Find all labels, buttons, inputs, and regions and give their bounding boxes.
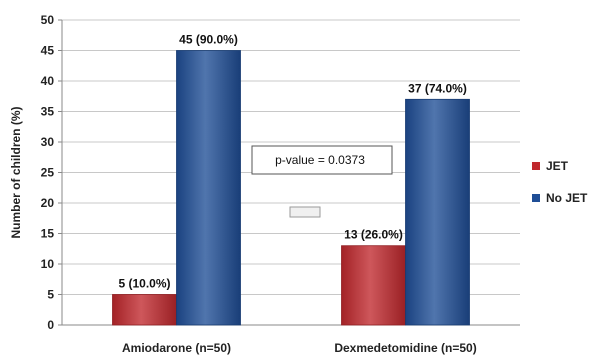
data-label: 13 (26.0%) bbox=[344, 228, 403, 242]
legend-swatch bbox=[532, 194, 540, 202]
legend: JET No JET bbox=[532, 159, 588, 205]
legend-label: No JET bbox=[546, 191, 588, 205]
category-labels: Amiodarone (n=50) Dexmedetomidine (n=50) bbox=[122, 341, 477, 355]
y-tick-label: 10 bbox=[41, 257, 55, 271]
category-label: Dexmedetomidine (n=50) bbox=[334, 341, 476, 355]
y-tick-label: 35 bbox=[41, 105, 55, 119]
y-tick-label: 50 bbox=[41, 13, 55, 27]
bar-no-jet bbox=[405, 98, 470, 326]
bars bbox=[112, 50, 470, 326]
y-tick-label: 45 bbox=[41, 44, 55, 58]
bar-jet bbox=[112, 294, 177, 326]
annotation-box bbox=[251, 145, 393, 175]
data-label: 45 (90.0%) bbox=[179, 33, 238, 47]
data-label: 37 (74.0%) bbox=[408, 81, 467, 95]
y-tick-label: 0 bbox=[47, 318, 54, 332]
data-labels: 5 (10.0%) 45 (90.0%) 13 (26.0%) 37 (74.0%) bbox=[118, 33, 466, 291]
y-axis-ticks: 0 5 10 15 20 25 30 35 40 45 50 bbox=[41, 13, 62, 332]
p-value-annotation: p-value = 0.0373 bbox=[251, 145, 393, 175]
legend-swatch bbox=[532, 162, 540, 170]
annotation-text: p-value = 0.0373 bbox=[275, 153, 365, 167]
y-tick-label: 15 bbox=[41, 227, 55, 241]
bar-no-jet bbox=[176, 50, 241, 326]
y-axis-title: Number of children (%) bbox=[9, 106, 23, 238]
bar-jet bbox=[341, 245, 406, 326]
category-label: Amiodarone (n=50) bbox=[122, 341, 231, 355]
y-tick-label: 25 bbox=[41, 166, 55, 180]
data-label: 5 (10.0%) bbox=[118, 277, 170, 291]
y-tick-label: 30 bbox=[41, 135, 55, 149]
y-tick-label: 5 bbox=[47, 288, 54, 302]
decorative-small-box bbox=[289, 206, 321, 218]
legend-label: JET bbox=[546, 159, 569, 173]
y-tick-label: 40 bbox=[41, 74, 55, 88]
y-tick-label: 20 bbox=[41, 196, 55, 210]
